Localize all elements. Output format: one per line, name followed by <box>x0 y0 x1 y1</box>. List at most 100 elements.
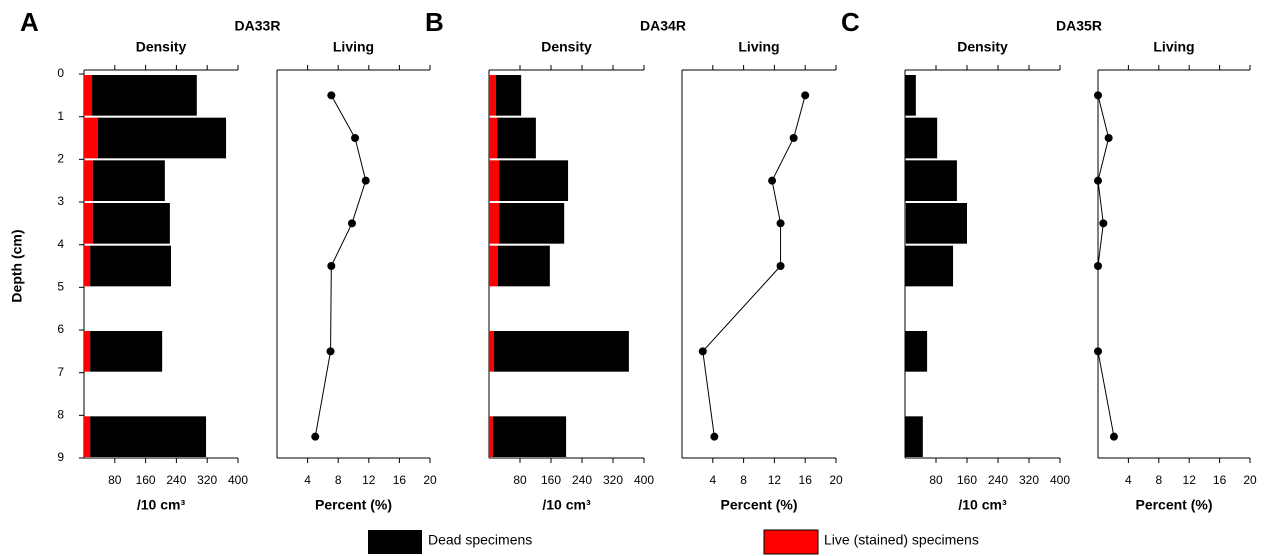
panel-title: DA35R <box>1056 18 1102 34</box>
bar-segment <box>92 203 170 244</box>
bar-segment <box>489 416 493 457</box>
point <box>801 91 810 100</box>
y-tick-label: 6 <box>57 322 64 336</box>
bar-segment <box>90 416 207 457</box>
bar-segment <box>84 203 93 244</box>
y-axis-title: Depth (cm) <box>9 229 25 302</box>
point <box>1109 432 1118 441</box>
point <box>1094 347 1102 356</box>
x-tick-label: 8 <box>740 473 747 487</box>
point <box>698 347 707 356</box>
x-tick-label: 4 <box>304 473 311 487</box>
legend-label: Live (stained) specimens <box>824 532 979 548</box>
bar-segment <box>905 203 906 244</box>
point <box>1104 134 1113 142</box>
point <box>1094 262 1102 270</box>
bar-segment <box>92 75 197 116</box>
x-axis-title-top: Density <box>957 39 1008 55</box>
bar-segment <box>499 203 565 244</box>
bar-segment <box>489 203 500 244</box>
x-tick-label: 4 <box>1125 473 1132 487</box>
line <box>314 95 367 437</box>
x-tick-label: 320 <box>197 473 217 487</box>
x-tick-label: 400 <box>1050 473 1070 487</box>
point <box>347 219 356 228</box>
line <box>702 95 806 437</box>
y-tick-label: 3 <box>57 194 64 208</box>
point <box>789 134 798 142</box>
point <box>1094 176 1102 185</box>
x-axis-title: Percent (%) <box>720 497 797 513</box>
bar-segment <box>495 75 522 116</box>
legend-swatch-dead <box>368 530 422 554</box>
x-axis-title-top: Living <box>738 39 779 55</box>
y-tick-label: 0 <box>57 66 64 80</box>
y-tick-label: 4 <box>57 237 64 251</box>
bar-segment <box>84 331 91 372</box>
bar-segment <box>905 245 954 287</box>
point <box>776 219 785 228</box>
y-tick-label: 8 <box>57 408 64 422</box>
bar-segment <box>905 331 928 372</box>
x-tick-label: 320 <box>1019 473 1039 487</box>
y-tick-label: 7 <box>57 365 64 379</box>
x-axis-title-top: Living <box>333 39 374 55</box>
point <box>351 134 360 142</box>
legend-label: Dead specimens <box>428 532 532 548</box>
x-tick-label: 160 <box>541 473 561 487</box>
x-tick-label: 240 <box>166 473 186 487</box>
bar-segment <box>905 117 938 159</box>
bar-segment <box>492 416 567 457</box>
x-tick-label: 240 <box>988 473 1008 487</box>
x-tick-label: 400 <box>228 473 248 487</box>
point <box>327 262 336 270</box>
x-tick-label: 12 <box>1183 473 1197 487</box>
bar-segment <box>92 160 165 201</box>
x-axis-title: /10 cm³ <box>137 497 186 513</box>
bar-segment <box>489 331 495 372</box>
point <box>361 176 370 185</box>
y-tick-label: 1 <box>57 109 64 123</box>
x-axis-title-top: Density <box>136 39 187 55</box>
x-tick-label: 4 <box>709 473 716 487</box>
x-tick-label: 80 <box>513 473 527 487</box>
x-tick-label: 80 <box>929 473 943 487</box>
x-tick-label: 16 <box>1213 473 1227 487</box>
x-tick-label: 240 <box>572 473 592 487</box>
x-tick-label: 320 <box>603 473 623 487</box>
bar-segment <box>84 75 93 116</box>
panel-label: B <box>425 7 444 37</box>
point <box>1099 219 1108 228</box>
bar-segment <box>489 245 498 287</box>
bar-segment <box>905 416 923 457</box>
point <box>1094 91 1102 100</box>
point <box>776 262 785 270</box>
x-tick-label: 20 <box>829 473 843 487</box>
bar-segment <box>90 245 172 287</box>
x-axis-title: Percent (%) <box>315 497 392 513</box>
x-tick-label: 16 <box>393 473 407 487</box>
bar-segment <box>84 245 91 287</box>
x-tick-label: 8 <box>1155 473 1162 487</box>
x-tick-label: 12 <box>768 473 782 487</box>
bar-segment <box>489 117 498 159</box>
point <box>327 91 336 100</box>
x-tick-label: 160 <box>136 473 156 487</box>
x-axis-title-top: Living <box>1153 39 1194 55</box>
x-axis-title: /10 cm³ <box>542 497 591 513</box>
x-tick-label: 80 <box>108 473 122 487</box>
x-axis-title: Percent (%) <box>1135 497 1212 513</box>
point <box>311 432 320 441</box>
x-tick-label: 12 <box>362 473 376 487</box>
bar-segment <box>97 117 227 159</box>
y-tick-label: 9 <box>57 450 64 464</box>
bar-segment <box>90 331 163 372</box>
bar-segment <box>497 117 536 159</box>
bar-segment <box>489 160 500 201</box>
point <box>710 432 719 441</box>
x-axis-title: /10 cm³ <box>958 497 1007 513</box>
x-tick-label: 400 <box>634 473 654 487</box>
panel-label: A <box>20 7 39 37</box>
x-tick-label: 160 <box>957 473 977 487</box>
